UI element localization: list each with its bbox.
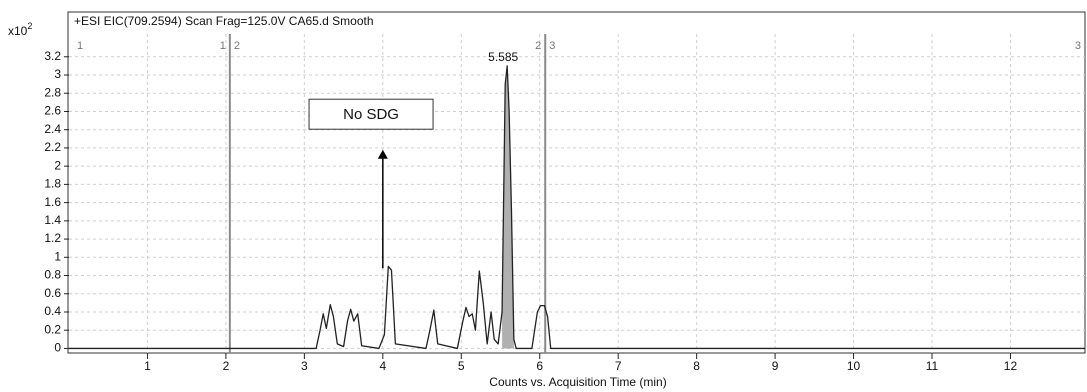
y-tick-label: 1.4	[44, 213, 61, 227]
y-tick-label: 1.8	[44, 177, 61, 191]
segment-label: 2	[535, 40, 541, 52]
x-tick-label: 6	[536, 359, 543, 373]
y-tick-label: 1.2	[44, 231, 61, 245]
y-unit-exponent: 2	[27, 21, 32, 31]
y-tick-label: 0	[54, 341, 61, 355]
segment-label: 2	[234, 40, 240, 52]
y-tick-label: 3	[54, 67, 61, 81]
x-tick-label: 9	[772, 359, 779, 373]
x-tick-label: 1	[144, 359, 151, 373]
y-tick-label: 2.6	[44, 104, 61, 118]
x-tick-label: 3	[301, 359, 308, 373]
y-tick-label: 0.2	[44, 322, 61, 336]
y-tick-label: 2.4	[44, 122, 61, 136]
x-tick-label: 8	[693, 359, 700, 373]
y-unit: x102	[8, 21, 32, 38]
y-tick-label: 1.6	[44, 195, 61, 209]
x-tick-label: 10	[847, 359, 861, 373]
x-tick-label: 2	[223, 359, 230, 373]
segment-label: 1	[77, 40, 83, 52]
y-tick-label: 0.4	[44, 304, 61, 318]
x-tick-label: 5	[458, 359, 465, 373]
x-tick-label: 7	[615, 359, 622, 373]
x-axis-label: Counts vs. Acquisition Time (min)	[489, 375, 666, 389]
annotation-text: No SDG	[343, 106, 399, 123]
segment-label: 1	[220, 40, 226, 52]
trace	[69, 65, 1085, 350]
x-tick-label: 4	[379, 359, 386, 373]
peak-label: 5.585	[488, 50, 518, 64]
frame	[67, 11, 1086, 354]
y-unit-base: x10	[8, 24, 28, 38]
y-tick-label: 1	[54, 249, 61, 263]
segment-label: 3	[549, 40, 555, 52]
y-tick-label: 0.6	[44, 286, 61, 300]
annotation-box	[308, 98, 434, 130]
x-tick-label: 12	[1004, 359, 1018, 373]
x-tick-label: 11	[926, 359, 939, 373]
y-tick-label: 3.2	[44, 49, 61, 63]
y-tick-label: 2	[54, 158, 61, 172]
chart-title: +ESI EIC(709.2594) Scan Frag=125.0V CA65…	[74, 14, 374, 28]
segment-label: 3	[1075, 40, 1081, 52]
y-tick-label: 2.2	[44, 140, 61, 154]
y-tick-label: 0.8	[44, 268, 61, 282]
y-tick-label: 2.8	[44, 85, 61, 99]
arrow-head	[377, 149, 388, 159]
